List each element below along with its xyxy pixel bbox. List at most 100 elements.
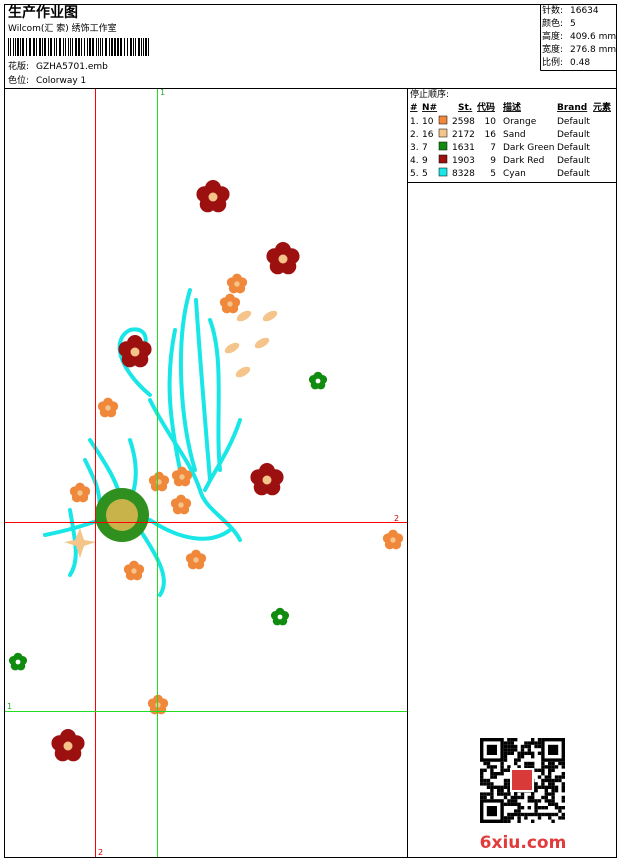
outer-frame [4,4,617,858]
qr-module [514,761,518,766]
guide-label: 2 [98,848,103,857]
qr-module [520,806,525,810]
qr-module [524,751,528,755]
leaf [254,337,270,349]
qr-module [531,751,535,755]
qr-module [490,768,494,772]
qr-module [480,778,484,783]
qr-module [486,778,491,783]
bar-stripe [20,38,21,56]
qr-module [548,768,552,772]
qr-module [500,772,504,776]
bar-stripe [56,38,57,56]
bar-stripe [87,38,88,56]
qr-module [548,782,552,786]
qr-module [561,795,565,800]
qr-module [527,799,531,803]
qr-module [493,775,497,779]
flower [219,293,241,314]
qr-module [548,799,552,803]
qr-module [541,795,545,800]
qr-module [537,751,542,755]
qr-module [490,765,494,769]
qr-module [500,789,504,793]
qr-module [541,761,545,766]
stat-label: 针数: [542,4,563,16]
qr-module [554,806,559,810]
qr-module [537,785,542,789]
qr-module [534,799,538,803]
row-index: 5. [410,169,419,179]
flower [226,273,248,294]
qr-module [510,816,514,820]
stitches: 2172 [452,130,475,140]
qr-module [483,778,487,783]
qr-module [510,812,514,817]
qr-module [541,765,545,769]
qr-module [544,792,548,796]
qr-module [503,819,508,823]
bar-stripe [143,38,144,56]
qr-module [551,761,555,766]
qr-module [503,758,508,762]
qr-module [537,768,542,772]
qr-module [503,751,508,755]
needle: 10 [422,117,434,127]
code: 5 [490,169,496,179]
code: 16 [485,130,497,140]
qr-module [524,812,528,817]
qr-code [480,738,566,824]
qr-module [507,768,511,772]
qr-module [507,778,511,783]
qr-module [514,748,518,752]
title: 生产作业图 [8,4,78,21]
qr-module [551,785,555,789]
qr-module [510,741,514,745]
qr-module [531,819,535,823]
color-swatch [438,128,448,138]
qr-module [541,785,545,789]
bar-stripe [114,38,116,56]
qr-module [510,738,514,742]
flower-center [15,659,21,665]
stat-value: 0.48 [570,58,590,68]
qr-module [503,768,508,772]
stem [148,518,232,541]
qr-module [507,792,511,796]
qr-module [524,765,528,769]
qr-module [537,816,542,820]
flower [185,549,207,570]
leaf [224,342,240,354]
qr-module [490,782,494,786]
qr-module [507,751,511,755]
brand: Default [557,156,590,166]
qr-module [507,816,511,820]
qr-module [527,744,531,749]
qr-module [551,792,555,796]
qr-module [554,775,559,779]
qr-module [531,761,535,766]
qr-module [527,761,531,766]
flower-center [390,537,396,543]
row-index: 2. [410,130,419,140]
qr-module [531,738,535,742]
qr-module [507,748,511,752]
qr-module [517,802,521,806]
bar-stripe [78,38,80,56]
flower-center [277,614,283,620]
column-header: Brand [557,103,587,113]
qr-module [534,802,538,806]
qr-module [551,802,555,806]
qr-module [561,789,565,793]
qr-module [561,765,565,769]
qr-module [551,789,555,793]
qr-module [517,812,521,817]
qr-module [548,778,552,783]
bar-stripe [120,38,122,56]
qr-module [486,785,491,789]
qr-module [531,795,535,800]
qr-module [497,792,501,796]
qr-module [490,789,494,793]
stem [68,508,78,577]
bar-stripe [84,38,85,56]
